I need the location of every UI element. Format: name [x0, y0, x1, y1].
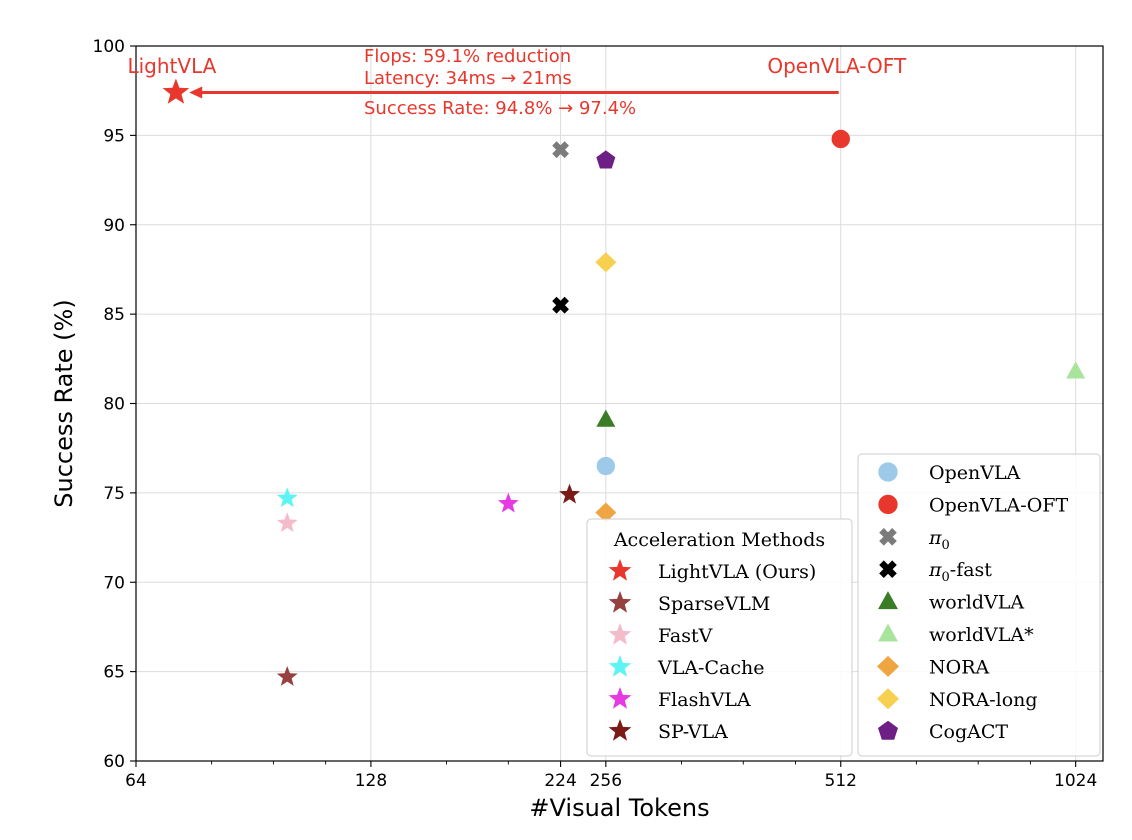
- legend-acceleration-box: [586, 518, 853, 757]
- point-openvla-oft: [831, 129, 850, 149]
- legend-entry-flashvla: FlashVLA: [608, 687, 751, 711]
- legend-label-worldvla-star: worldVLA*: [929, 624, 1034, 646]
- annotation-line-3: Success Rate: 94.8% → 97.4%: [364, 98, 636, 119]
- legend-marker-openvla: [878, 462, 898, 482]
- y-tick-label-60: 60: [103, 752, 125, 772]
- legend-marker-vla-cache: [608, 655, 632, 677]
- y-tick-label-100: 100: [93, 37, 125, 57]
- legend-label-vla-cache: VLA-Cache: [657, 657, 764, 679]
- legend-entry-vla-cache: VLA-Cache: [608, 655, 764, 679]
- point-fastv: [276, 512, 298, 533]
- legend-label-openvla: OpenVLA: [929, 462, 1021, 484]
- legend-label-lightvla-ours: LightVLA (Ours): [658, 561, 816, 583]
- legend-marker-fastv: [608, 623, 632, 645]
- point-nora-long: [595, 252, 617, 273]
- legends: Acceleration Methods LightVLA (Ours) Spars…: [586, 453, 1101, 757]
- legend-label-fastv: FastV: [658, 625, 713, 647]
- legend-label-worldvla: worldVLA: [929, 592, 1024, 614]
- x-tick-label-512: 512: [825, 771, 857, 791]
- y-tick-label-65: 65: [103, 663, 125, 683]
- legend-entry-sparsevlm: SparseVLM: [608, 591, 770, 615]
- legend-marker-pi0-fast: [879, 560, 897, 579]
- y-axis-label: Success Rate (%): [50, 299, 78, 507]
- legend-marker-pi0: [879, 527, 897, 546]
- y-tick-label-70: 70: [103, 573, 125, 593]
- x-tick-label-256: 256: [590, 771, 622, 791]
- legend-baselines: OpenVLA OpenVLA-OFT π0 π0-fast worldVLA world…: [857, 453, 1101, 757]
- legend-marker-nora-long: [876, 688, 900, 710]
- legend-label-pi0: π0: [928, 527, 950, 553]
- point-sparsevlm: [276, 665, 298, 686]
- point-openvla: [596, 456, 616, 476]
- legend-entry-worldvla-star: worldVLA*: [878, 623, 1034, 646]
- legend-marker-worldvla-star: [878, 623, 898, 642]
- point-pi0-fast: [552, 296, 569, 314]
- legend-entry-cogact: CogACT: [878, 720, 1008, 743]
- point-worldvla-star: [1066, 361, 1086, 379]
- y-tick-label-80: 80: [103, 395, 125, 415]
- legend-entry-nora: NORA: [876, 655, 990, 678]
- legend-entry-openvla-oft: OpenVLA-OFT: [878, 494, 1068, 516]
- point-pi0: [552, 141, 569, 159]
- legend-marker-openvla-oft: [878, 494, 898, 515]
- point-vla-cache: [276, 487, 298, 508]
- legend-label-nora-long: NORA-long: [929, 689, 1038, 711]
- x-tick-label-64: 64: [125, 771, 147, 791]
- y-tick-label-85: 85: [103, 305, 125, 325]
- y-tick-label-95: 95: [103, 126, 125, 146]
- x-axis-label: #Visual Tokens: [529, 794, 709, 822]
- x-tick-label-128: 128: [355, 771, 387, 791]
- axes: 60 65 70 75 80 85 90 95 100 64 128 224 256 512 1024 #Vi…: [50, 37, 1104, 822]
- point-worldvla: [596, 409, 616, 427]
- legend-label-flashvla: FlashVLA: [658, 689, 751, 711]
- legend-acceleration: Acceleration Methods LightVLA (Ours) Spars…: [586, 518, 853, 757]
- legend-marker-sp-vla: [608, 719, 632, 741]
- legend-marker-sparsevlm: [608, 591, 632, 613]
- legend-entry-pi0: π0: [879, 527, 950, 553]
- point-flashvla: [497, 492, 519, 513]
- openvla-oft-annotation-label: OpenVLA-OFT: [767, 54, 907, 78]
- x-tick-label-224: 224: [544, 771, 576, 791]
- legend-entry-openvla: OpenVLA: [878, 462, 1021, 484]
- legend-entry-sp-vla: SP-VLA: [608, 719, 728, 743]
- legend-label-sp-vla: SP-VLA: [658, 721, 728, 743]
- legend-label-cogact: CogACT: [929, 721, 1008, 743]
- lightvla-annotation-label: LightVLA: [127, 54, 216, 78]
- legend-label-pi0-fast: π0-fast: [928, 559, 992, 585]
- legend-entry-pi0-fast: π0-fast: [879, 559, 992, 585]
- point-cogact: [596, 150, 616, 169]
- y-tick-label-75: 75: [103, 484, 125, 504]
- point-lightvla-ours: [162, 78, 190, 104]
- x-tick-label-1024: 1024: [1054, 771, 1097, 791]
- legend-label-openvla-oft: OpenVLA-OFT: [929, 494, 1068, 516]
- legend-entry-lightvla-ours: LightVLA (Ours): [608, 559, 816, 583]
- data-points: [162, 78, 1086, 686]
- annotations: LightVLA OpenVLA-OFT Flops: 59.1% reductio…: [127, 46, 906, 119]
- legend-label-nora: NORA: [929, 656, 990, 678]
- legend-entry-worldvla: worldVLA: [878, 591, 1024, 614]
- legend-acceleration-title: Acceleration Methods: [613, 529, 825, 551]
- annotation-line-1: Flops: 59.1% reduction: [364, 46, 571, 67]
- point-nora: [595, 502, 617, 523]
- legend-marker-flashvla: [608, 687, 632, 709]
- legend-label-sparsevlm: SparseVLM: [658, 593, 770, 615]
- legend-baselines-box: [857, 453, 1101, 757]
- annotation-line-2: Latency: 34ms → 21ms: [364, 68, 572, 89]
- legend-marker-worldvla: [878, 591, 898, 610]
- legend-marker-cogact: [878, 720, 898, 740]
- legend-entry-fastv: FastV: [608, 623, 713, 647]
- y-tick-label-90: 90: [103, 216, 125, 236]
- legend-marker-nora: [876, 655, 900, 677]
- legend-entry-nora-long: NORA-long: [876, 688, 1038, 711]
- point-sp-vla: [559, 483, 580, 504]
- legend-marker-lightvla-ours: [608, 559, 632, 581]
- reduction-arrow-head: [189, 86, 203, 99]
